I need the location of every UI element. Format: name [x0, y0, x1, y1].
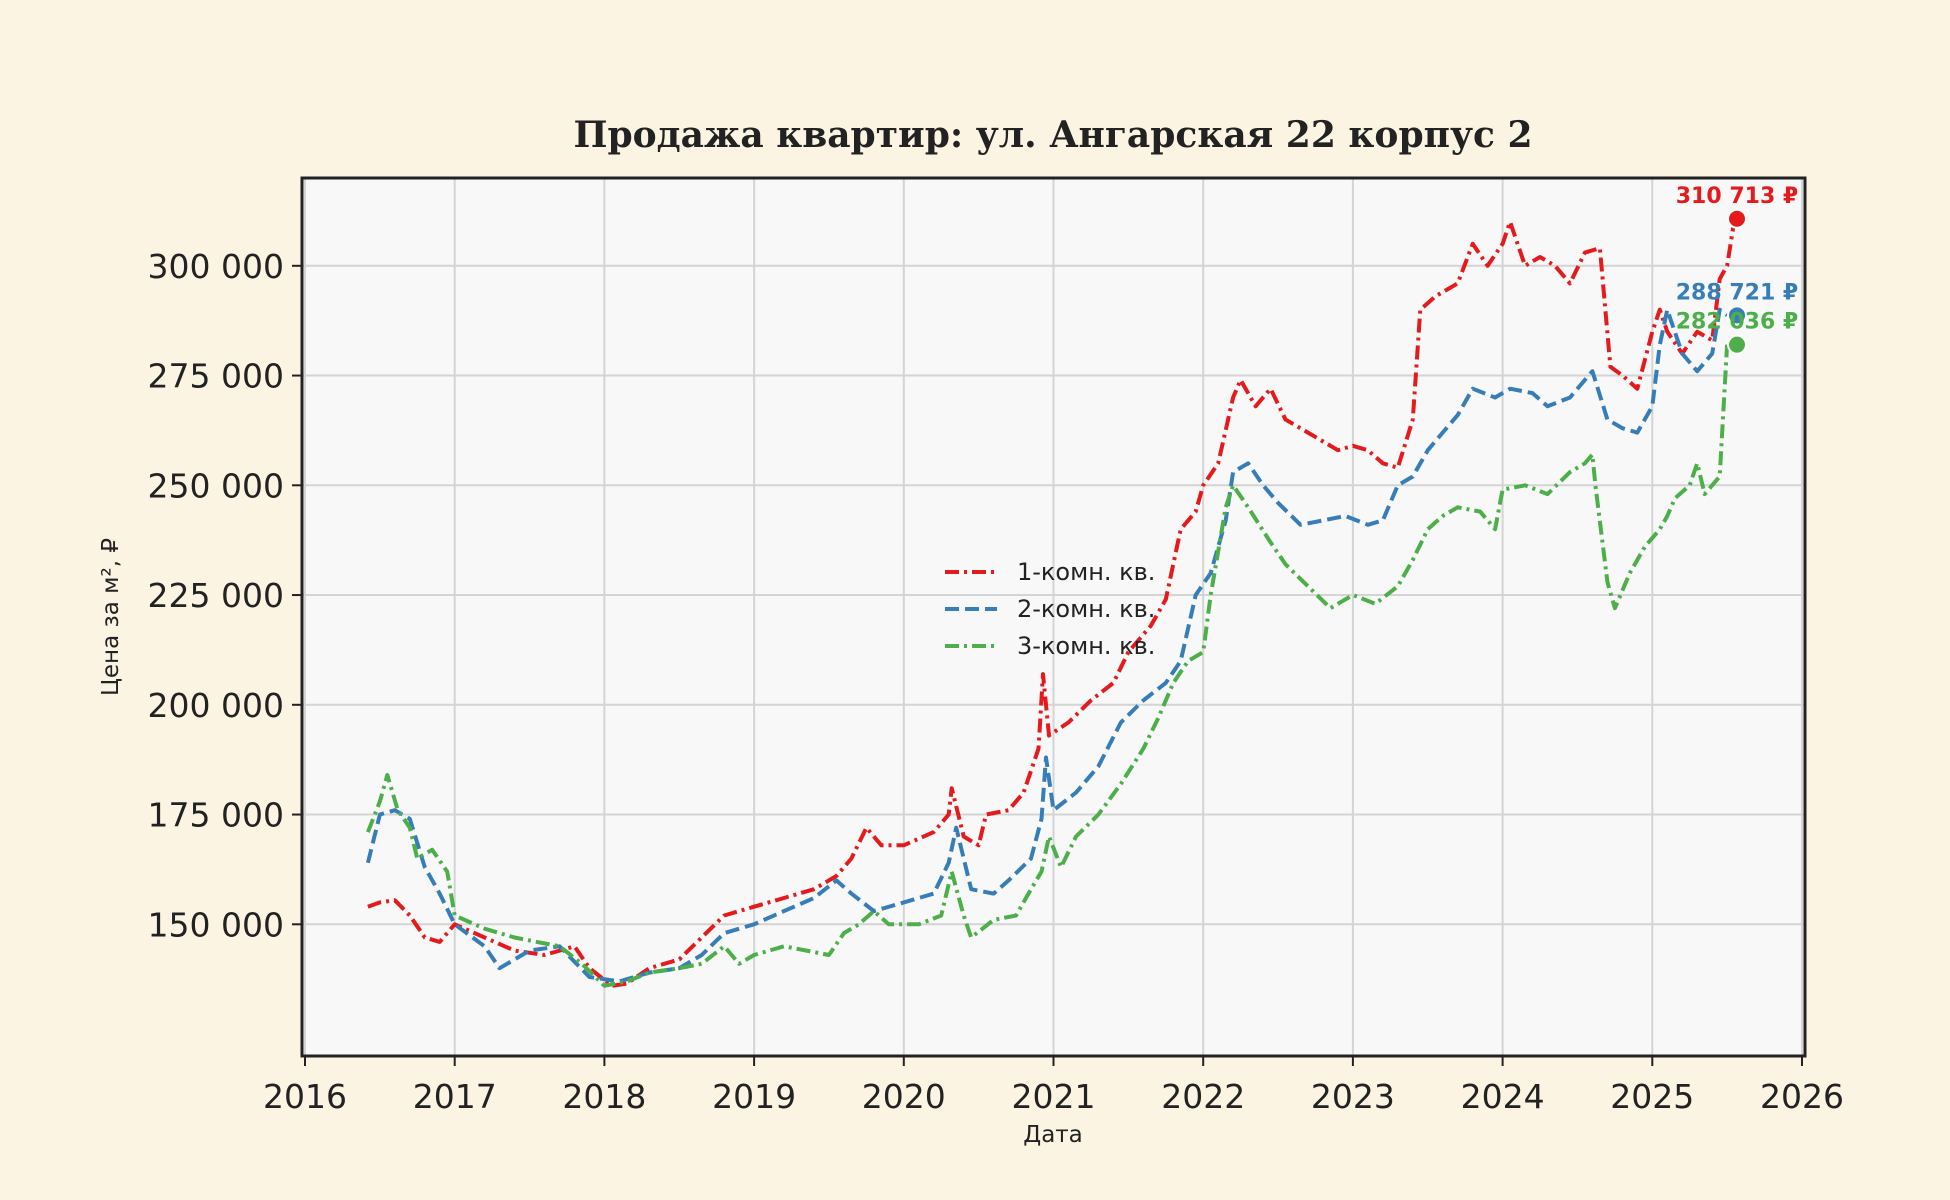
series-line-1: [367, 218, 1737, 988]
x-tick-label: 2026: [1760, 1077, 1844, 1116]
legend-entry: 1-комн. кв.: [1017, 558, 1155, 586]
y-tick-label: 150 000: [148, 905, 284, 944]
end-marker: [1727, 208, 1747, 229]
legend-entry: 3-комн. кв.: [1017, 632, 1155, 660]
end-value-label: 282 036 ₽: [1676, 310, 1798, 335]
chart-title: Продажа квартир: ул. Ангарская 22 корпус…: [573, 114, 1532, 156]
end-value-label: 288 721 ₽: [1676, 280, 1798, 305]
x-axis-label: Дата: [1023, 1122, 1083, 1148]
end-marker: [1727, 334, 1747, 355]
y-axis-ticks: 150 000 175 000 200 000 225 000 250 000 275 0…: [148, 247, 302, 944]
y-tick-label: 250 000: [148, 466, 284, 505]
x-tick-label: 2022: [1161, 1077, 1245, 1116]
x-tick-label: 2019: [712, 1077, 796, 1116]
series-line-2: [365, 307, 1729, 984]
x-axis-ticks: 2016 2017 2018 2019 2020 2021 2022 2023 2024 2025…: [263, 1056, 1844, 1116]
y-tick-label: 200 000: [148, 686, 284, 725]
x-tick-label: 2018: [562, 1077, 646, 1116]
series-line-3: [366, 344, 1730, 988]
end-markers: 310 713 ₽ 288 721 ₽ 282 036 ₽: [1676, 184, 1798, 355]
x-tick-label: 2017: [413, 1077, 497, 1116]
x-tick-label: 2023: [1311, 1077, 1395, 1116]
grid-lines: [302, 178, 1805, 1056]
y-tick-label: 175 000: [148, 796, 284, 835]
x-tick-label: 2021: [1012, 1077, 1096, 1116]
end-value-label: 310 713 ₽: [1676, 184, 1798, 209]
y-tick-label: 225 000: [148, 576, 284, 615]
x-tick-label: 2024: [1461, 1077, 1545, 1116]
end-marker: [1727, 305, 1747, 326]
x-tick-label: 2020: [862, 1077, 946, 1116]
legend: 1-комн. кв. 2-комн. кв. 3-комн. кв.: [945, 558, 1155, 660]
legend-entry: 2-комн. кв.: [1017, 595, 1155, 623]
x-tick-label: 2025: [1610, 1077, 1694, 1116]
y-tick-label: 300 000: [148, 247, 284, 286]
series-lines: [365, 218, 1737, 988]
y-axis-label: Цена за м², ₽: [98, 538, 124, 696]
x-tick-label: 2016: [263, 1077, 347, 1116]
y-tick-label: 275 000: [148, 357, 284, 396]
